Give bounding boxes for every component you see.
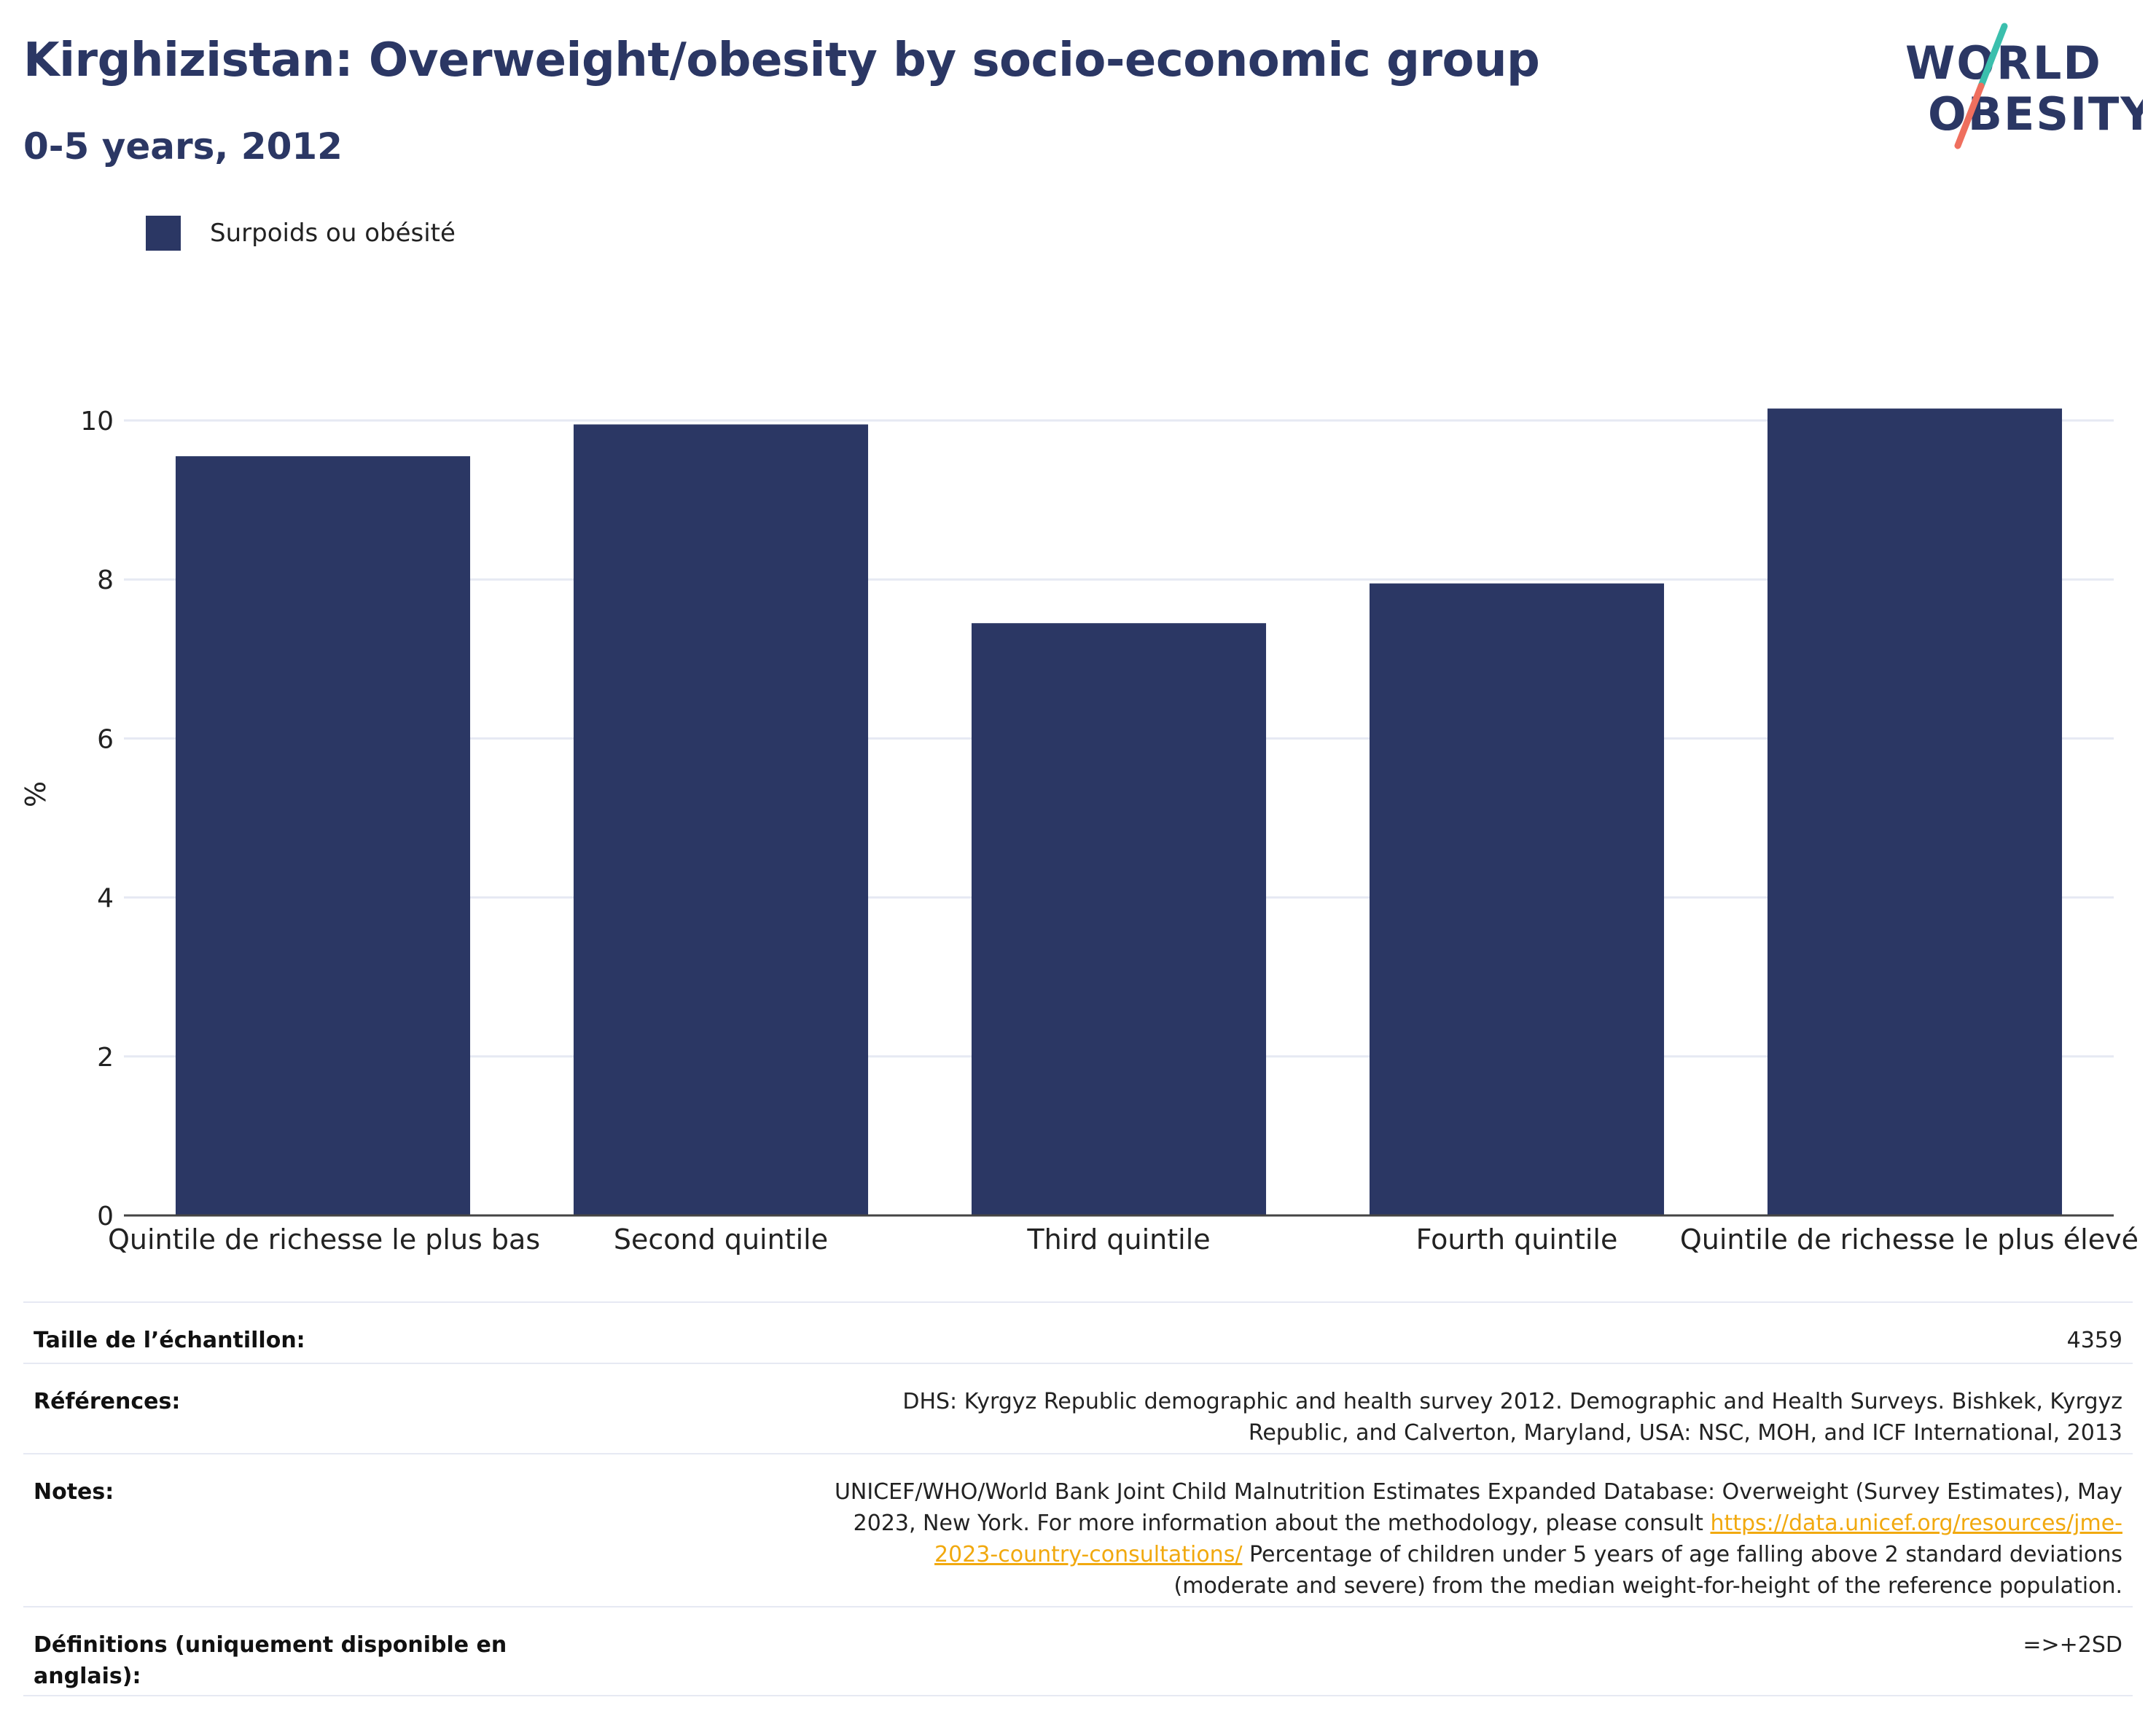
notes-text: UNICEF/WHO/World Bank Joint Child Malnut… — [834, 1479, 2122, 1536]
bar — [175, 456, 471, 1215]
references-label: Références: — [34, 1389, 181, 1414]
sample-value: 4359 — [2066, 1328, 2122, 1353]
x-tick-label: Third quintile — [1026, 1223, 1210, 1256]
logo-word-world: WORLD — [1905, 36, 2102, 90]
definitions-value: =>+2SD — [2023, 1632, 2122, 1658]
notes-link[interactable]: https://data.unicef.org/resources/jme-20… — [934, 1511, 2122, 1567]
chart-legend[interactable]: Surpoids ou obésité — [146, 216, 456, 251]
x-tick-label: Fourth quintile — [1416, 1223, 1618, 1256]
legend-label: Surpoids ou obésité — [210, 219, 456, 248]
definitions-row: Définitions (uniquement disponible en an… — [23, 1606, 2133, 1696]
references-value: DHS: Kyrgyz Republic demographic and hea… — [902, 1389, 2122, 1446]
bar — [573, 424, 869, 1215]
notes-definition: Percentage of children under 5 years of … — [1173, 1542, 2122, 1599]
notes-label: Notes: — [34, 1479, 114, 1505]
logo-slash-teal — [1977, 23, 2008, 90]
logo-slash-coral — [1954, 82, 1985, 149]
page-title: Kirghizistan: Overweight/obesity by soci… — [23, 34, 1540, 87]
bar — [1369, 583, 1665, 1215]
y-tick-label: 10 — [80, 407, 114, 436]
world-obesity-logo: WORLD OBESITY — [1905, 23, 2143, 149]
legend-swatch — [146, 216, 181, 251]
bar — [971, 623, 1267, 1215]
x-tick-label: Quintile de richesse le plus élevé — [1680, 1223, 2139, 1256]
y-tick-label: 4 — [97, 884, 114, 914]
y-tick-label: 0 — [97, 1202, 114, 1231]
bars — [175, 408, 2063, 1215]
x-tick-label: Second quintile — [614, 1223, 828, 1256]
sample-row: Taille de l’échantillon: 4359 — [23, 1301, 2133, 1363]
y-axis-label: % — [20, 781, 52, 807]
x-tick-label: Quintile de richesse le plus bas — [108, 1223, 540, 1256]
info-table: Taille de l’échantillon: 4359 Références… — [23, 1301, 2133, 1696]
y-tick-label: 8 — [97, 565, 114, 595]
y-tick-label: 2 — [97, 1043, 114, 1073]
bar-chart: 0 2 4 6 8 10 Quintile de richesse le plus bas… — [20, 407, 2139, 1256]
bar — [1767, 408, 2063, 1215]
y-tick-label: 6 — [97, 724, 114, 754]
x-tick-labels: Quintile de richesse le plus bas Second q… — [108, 1223, 2139, 1256]
notes-row: Notes: UNICEF/WHO/World Bank Joint Child… — [23, 1453, 2133, 1606]
sample-label: Taille de l’échantillon: — [34, 1328, 305, 1353]
page-subtitle: 0-5 years, 2012 — [23, 125, 343, 168]
y-tick-labels: 0 2 4 6 8 10 — [80, 407, 114, 1231]
definitions-label: Définitions (uniquement disponible en an… — [34, 1632, 507, 1689]
references-row: Références: DHS: Kyrgyz Republic demogra… — [23, 1363, 2133, 1453]
notes-value: UNICEF/WHO/World Bank Joint Child Malnut… — [529, 1454, 2133, 1606]
